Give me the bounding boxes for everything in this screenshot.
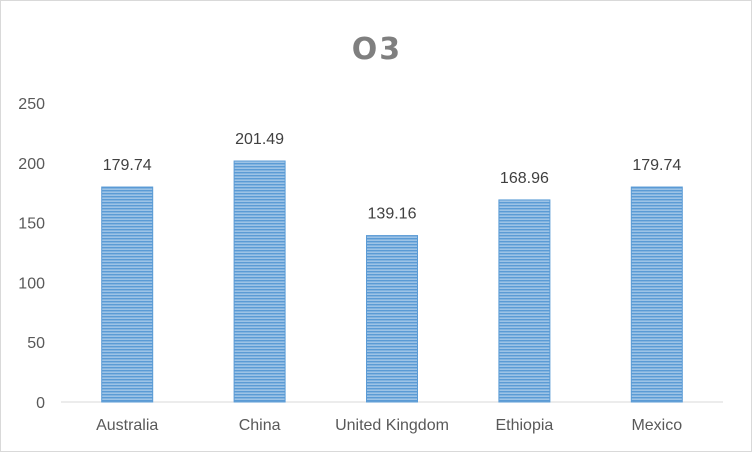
x-tick-label: China bbox=[239, 417, 281, 434]
x-tick-label: Ethiopia bbox=[495, 417, 553, 434]
chart-title: O3 bbox=[352, 32, 402, 67]
x-tick-label: Mexico bbox=[631, 417, 682, 434]
x-tick-label: Australia bbox=[96, 417, 158, 434]
data-label: 168.96 bbox=[500, 170, 549, 187]
data-label: 201.49 bbox=[235, 131, 284, 148]
bar bbox=[366, 235, 418, 403]
bar bbox=[101, 186, 154, 403]
data-label: 179.74 bbox=[632, 157, 681, 174]
y-tick-label: 0 bbox=[36, 395, 45, 412]
y-tick-label: 150 bbox=[18, 216, 45, 233]
bar bbox=[233, 160, 286, 403]
x-tick-label: United Kingdom bbox=[335, 417, 449, 434]
bar bbox=[630, 186, 683, 403]
y-tick-label: 250 bbox=[18, 96, 45, 113]
y-axis: 0 50 100 150 200 250 bbox=[18, 96, 45, 412]
data-labels: 179.74 201.49 139.16 168.96 179.74 bbox=[103, 131, 682, 223]
x-axis-categories: Australia China United Kingdom Ethiopia Mexi… bbox=[96, 417, 682, 434]
y-tick-label: 50 bbox=[27, 335, 45, 352]
y-tick-label: 200 bbox=[18, 156, 45, 173]
bar-series bbox=[101, 160, 683, 403]
data-label: 139.16 bbox=[368, 206, 417, 223]
y-tick-label: 100 bbox=[18, 275, 45, 292]
data-label: 179.74 bbox=[103, 157, 152, 174]
bar bbox=[498, 199, 551, 403]
